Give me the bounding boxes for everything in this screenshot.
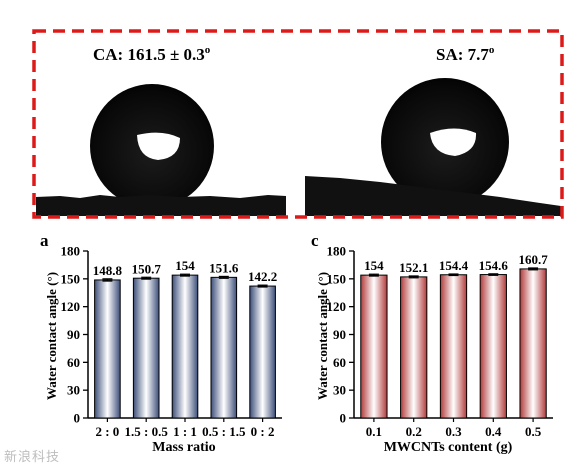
tilted-substrate (305, 176, 561, 216)
data-label: 154.4 (439, 258, 469, 273)
photo-panel: CA: 161.5 ± 0.3o SA: 7.7o (32, 29, 564, 219)
y-tick-label: 30 (67, 383, 80, 398)
data-label: 154 (364, 258, 384, 273)
data-label: 151.6 (209, 260, 239, 275)
bar (94, 279, 121, 419)
droplet-highlight (137, 132, 180, 160)
bar (210, 276, 238, 419)
bar (400, 276, 428, 419)
y-axis-title: Water contact angle (°) (315, 272, 330, 400)
x-tick-label: 0.3 (445, 424, 462, 439)
chart-mwcnts-content: c Water contact angle (°) MWCNTs content… (311, 231, 553, 455)
sliding-angle-label: SA: 7.7o (436, 44, 495, 64)
contact-angle-label: CA: 161.5 ± 0.3o (93, 44, 211, 64)
y-tick-label: 120 (61, 299, 81, 314)
panel-label-c: c (311, 231, 319, 250)
y-axis-title: Water contact angle (°) (44, 272, 59, 400)
x-tick-label: 1.5 : 0.5 (125, 424, 169, 439)
x-axis-title: MWCNTs content (g) (384, 440, 513, 455)
y-tick-label: 30 (333, 383, 346, 398)
y-tick-label: 60 (67, 355, 80, 370)
droplet-highlight (430, 128, 477, 156)
data-label: 152.1 (399, 260, 428, 275)
data-label: 148.8 (93, 263, 123, 278)
bar (249, 285, 276, 419)
y-tick-label: 150 (327, 271, 347, 286)
x-tick-label: 1 : 1 (173, 424, 197, 439)
data-label: 154.6 (479, 258, 509, 273)
y-tick-label: 0 (340, 411, 347, 426)
x-tick-label: 0.5 (525, 424, 542, 439)
bar (171, 274, 199, 419)
y-tick-label: 90 (67, 327, 80, 342)
data-label: 154 (175, 258, 195, 273)
data-label: 150.7 (132, 261, 162, 276)
y-tick-label: 90 (333, 327, 346, 342)
y-tick-label: 60 (333, 355, 346, 370)
contact-angle-photo: CA: 161.5 ± 0.3o (36, 32, 286, 216)
watermark-text: 新浪科技 (4, 450, 61, 465)
bar (360, 274, 388, 419)
y-tick-label: 120 (327, 299, 347, 314)
substrate-surface (36, 195, 286, 216)
x-tick-label: 0 : 2 (251, 424, 275, 439)
bar (519, 268, 547, 419)
x-tick-label: 0.5 : 1.5 (202, 424, 246, 439)
y-tick-label: 180 (327, 244, 347, 259)
y-tick-label: 150 (61, 271, 81, 286)
x-tick-label: 0.4 (485, 424, 502, 439)
x-axis-title: Mass ratio (152, 440, 215, 455)
x-tick-label: 2 : 0 (95, 424, 119, 439)
bar (439, 274, 468, 419)
dashed-frame (32, 29, 564, 219)
panel-label-a: a (40, 231, 49, 250)
data-label: 160.7 (518, 252, 548, 267)
y-tick-label: 0 (74, 411, 81, 426)
bar (132, 277, 160, 419)
x-tick-label: 0.1 (366, 424, 382, 439)
chart-mass-ratio: a Water contact angle (°) Mass ratio 0 30… (40, 231, 282, 455)
bar (479, 274, 507, 419)
sliding-angle-photo: SA: 7.7o (305, 32, 561, 216)
y-tick-label: 180 (61, 244, 81, 259)
x-tick-label: 0.2 (406, 424, 422, 439)
data-label: 142.2 (248, 269, 277, 284)
